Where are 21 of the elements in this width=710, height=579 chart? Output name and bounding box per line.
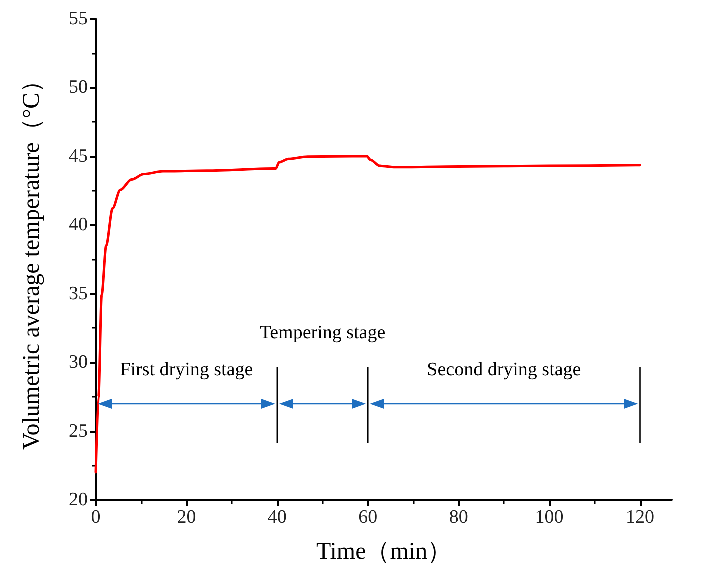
y-tick-label: 45 <box>69 146 88 167</box>
x-tick-label: 60 <box>358 507 378 528</box>
y-axis-title: Volumetric average temperature（°C） <box>19 68 45 450</box>
y-tick-label: 30 <box>69 352 88 374</box>
line-series <box>94 155 642 474</box>
x-axis-title: Time（min） <box>316 539 452 565</box>
y-tick-label: 55 <box>69 8 88 30</box>
annotation: First drying stage <box>120 359 254 380</box>
annotation: Tempering stage <box>260 322 386 344</box>
x-tick-label: 120 <box>626 507 654 528</box>
x-tick-label: 20 <box>177 507 196 528</box>
y-tick-label: 35 <box>69 283 88 304</box>
x-tick-label: 100 <box>535 507 564 528</box>
y-tick-label: 50 <box>69 77 88 98</box>
x-tick-label: 80 <box>449 507 468 528</box>
annotation: Second drying stage <box>427 359 582 380</box>
y-tick-label: 20 <box>69 490 88 510</box>
x-tick-label: 0 <box>91 507 101 528</box>
y-tick-label: 40 <box>69 214 88 236</box>
x-tick-label: 40 <box>268 507 287 528</box>
y-tick-label: 25 <box>69 420 88 442</box>
